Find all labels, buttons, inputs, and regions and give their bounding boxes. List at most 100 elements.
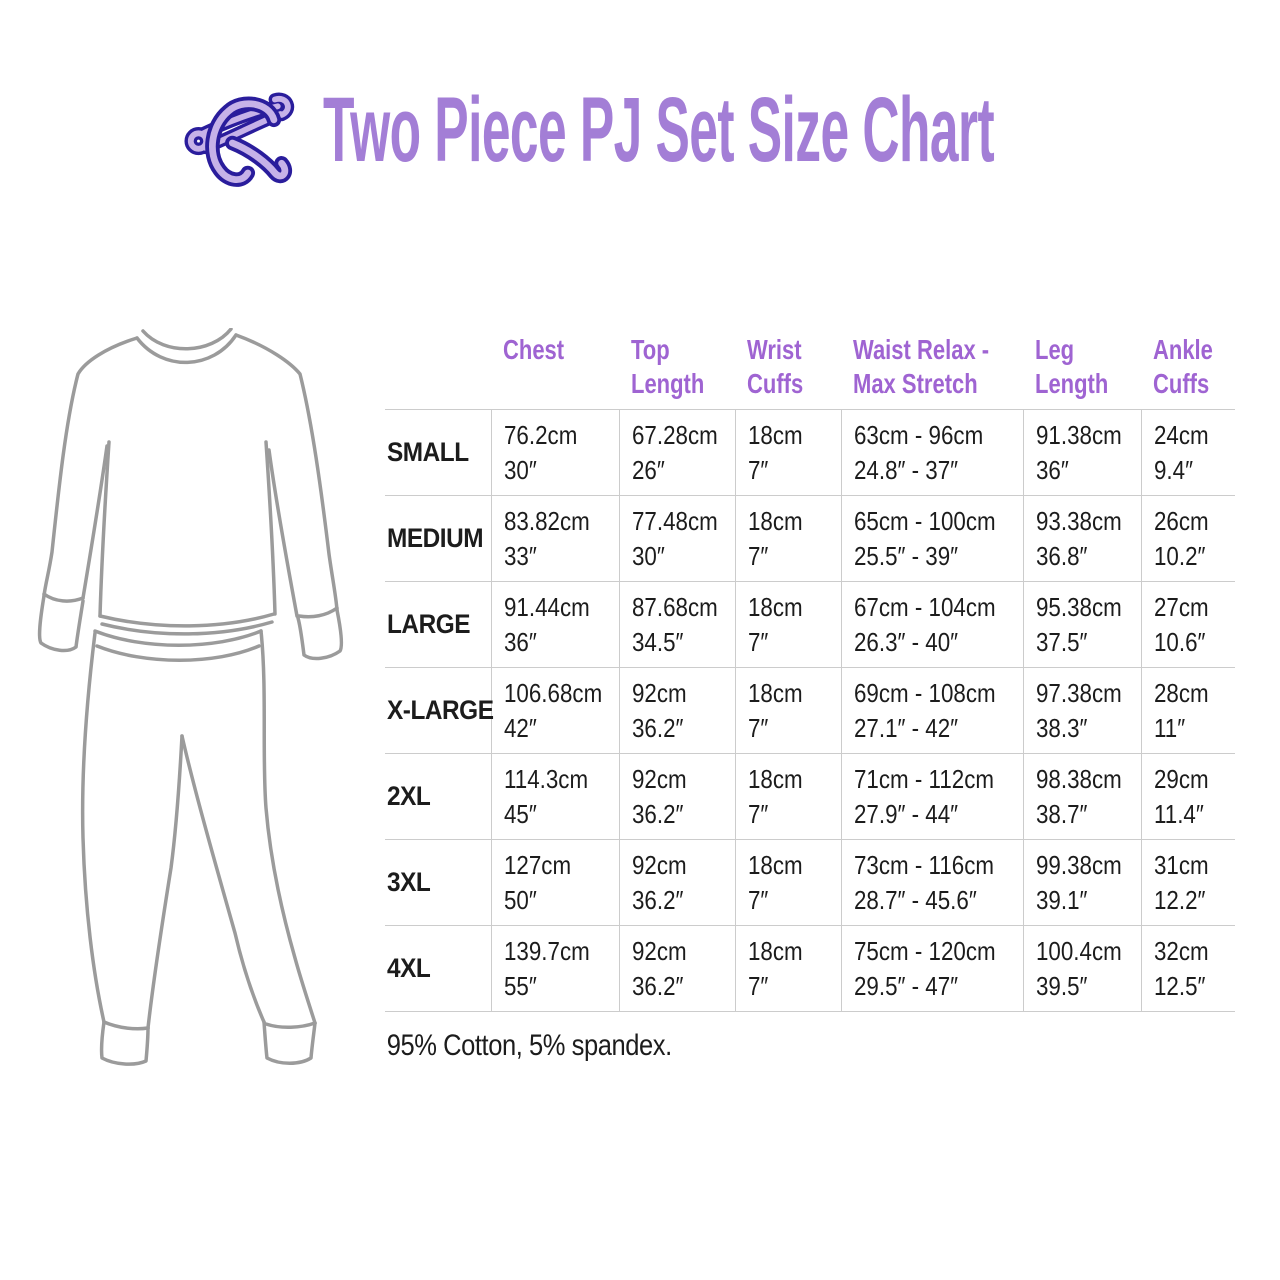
cm-value: 71cm - 112cm [853, 764, 994, 795]
fabric-content-note: 95% Cotton, 5% spandex. [386, 1029, 673, 1062]
size-label-text: X-LARGE [387, 695, 494, 725]
size-label-text: LARGE [387, 609, 471, 639]
measurement-cell: 114.3cm 45″ [490, 753, 619, 840]
measurement-cell: 29cm 11.4″ [1140, 753, 1235, 840]
in-value: 9.4″ [1153, 454, 1193, 485]
pajama-set-illustration [37, 328, 344, 1066]
brand-logo safety-pin-k-icon [184, 92, 295, 187]
column-header-waist: Waist Relax - Max Stretch [841, 333, 1023, 410]
in-value: 36.2″ [631, 798, 683, 829]
cm-value: 100.4cm [1035, 936, 1122, 967]
cm-value: 27cm [1153, 592, 1209, 623]
measurement-cell: 73cm - 116cm 28.7″ - 45.6″ [840, 839, 1023, 926]
table-row-3xl: 3XL 127cm 50″ 92cm 36.2″ 18cm 7″ 73cm - 116… [385, 839, 1235, 926]
cm-value: 114.3cm [503, 764, 588, 795]
measurement-cell: 106.68cm 42″ [490, 667, 619, 754]
letter-k-icon [205, 96, 293, 187]
cm-value: 26cm [1153, 506, 1209, 537]
column-header-wrist-cuffs: Wrist Cuffs [735, 333, 841, 410]
measurement-cell: 91.38cm 36″ [1022, 409, 1141, 496]
cm-value: 65cm - 100cm [853, 506, 996, 537]
measurement-cell: 127cm 50″ [490, 839, 619, 926]
in-value: 27.1″ - 42″ [853, 712, 958, 743]
column-header-ankle-cuffs: Ankle Cuffs [1141, 333, 1235, 410]
in-value: 38.3″ [1035, 712, 1087, 743]
measurement-cell: 87.68cm 34.5″ [618, 581, 735, 668]
in-value: 55″ [503, 970, 537, 1001]
cm-value: 28cm [1153, 678, 1209, 709]
in-value: 38.7″ [1035, 798, 1087, 829]
in-value: 37.5″ [1035, 626, 1087, 657]
in-value: 10.6″ [1153, 626, 1205, 657]
in-value: 33″ [503, 540, 537, 571]
cm-value: 92cm [631, 936, 687, 967]
size-column-header [385, 333, 491, 410]
in-value: 12.2″ [1153, 884, 1205, 915]
cm-value: 18cm [747, 678, 803, 709]
measurement-cell: 100.4cm 39.5″ [1022, 925, 1141, 1012]
size-label: 4XL [385, 925, 491, 1012]
in-value: 28.7″ - 45.6″ [853, 884, 977, 915]
in-value: 36″ [503, 626, 537, 657]
in-value: 27.9″ - 44″ [853, 798, 958, 829]
measurement-cell: 77.48cm 30″ [618, 495, 735, 582]
cm-value: 63cm - 96cm [853, 420, 983, 451]
cm-value: 18cm [747, 506, 803, 537]
measurement-cell: 18cm 7″ [734, 667, 841, 754]
measurement-cell: 92cm 36.2″ [618, 839, 735, 926]
page-title: Two Piece PJ Set Size Chart [323, 79, 995, 181]
cm-value: 106.68cm [503, 678, 602, 709]
size-label: X-LARGE [385, 667, 494, 754]
in-value: 42″ [503, 712, 537, 743]
cm-value: 18cm [747, 850, 803, 881]
in-value: 36.2″ [631, 970, 683, 1001]
measurement-cell: 69cm - 108cm 27.1″ - 42″ [840, 667, 1023, 754]
cm-value: 73cm - 116cm [853, 850, 994, 881]
measurement-cell: 71cm - 112cm 27.9″ - 44″ [840, 753, 1023, 840]
measurement-cell: 95.38cm 37.5″ [1022, 581, 1141, 668]
table-row-4xl: 4XL 139.7cm 55″ 92cm 36.2″ 18cm 7″ 75cm - 1… [385, 925, 1235, 1012]
in-value: 36.2″ [631, 884, 683, 915]
cm-value: 75cm - 120cm [853, 936, 996, 967]
in-value: 39.1″ [1035, 884, 1087, 915]
size-label-text: 2XL [387, 781, 431, 811]
table-row-x-large: X-LARGE 106.68cm 42″ 92cm 36.2″ 18cm 7″ 69c… [385, 667, 1235, 754]
in-value: 7″ [747, 884, 768, 915]
in-value: 30″ [631, 540, 665, 571]
size-label-text: SMALL [387, 437, 469, 467]
cm-value: 92cm [631, 678, 687, 709]
measurement-cell: 18cm 7″ [734, 495, 841, 582]
in-value: 36.8″ [1035, 540, 1087, 571]
measurement-cell: 26cm 10.2″ [1140, 495, 1235, 582]
cm-value: 18cm [747, 592, 803, 623]
cm-value: 18cm [747, 764, 803, 795]
size-label: MEDIUM [385, 495, 491, 582]
cm-value: 77.48cm [631, 506, 718, 537]
cm-value: 87.68cm [631, 592, 718, 623]
measurement-cell: 93.38cm 36.8″ [1022, 495, 1141, 582]
cm-value: 99.38cm [1035, 850, 1122, 881]
in-value: 7″ [747, 540, 768, 571]
size-label: 2XL [385, 753, 491, 840]
cm-value: 76.2cm [503, 420, 577, 451]
table-row-2xl: 2XL 114.3cm 45″ 92cm 36.2″ 18cm 7″ 71cm - 1… [385, 753, 1235, 840]
pajama-pants-drawing [80, 629, 317, 1066]
size-label: LARGE [385, 581, 491, 668]
in-value: 24.8″ - 37″ [853, 454, 958, 485]
in-value: 7″ [747, 970, 768, 1001]
column-header-label: Ankle Cuffs [1153, 334, 1213, 400]
in-value: 7″ [747, 798, 768, 829]
in-value: 39.5″ [1035, 970, 1087, 1001]
measurement-cell: 83.82cm 33″ [490, 495, 619, 582]
measurement-cell: 27cm 10.6″ [1140, 581, 1235, 668]
measurement-cell: 92cm 36.2″ [618, 753, 735, 840]
measurement-cell: 75cm - 120cm 29.5″ - 47″ [840, 925, 1023, 1012]
in-value: 7″ [747, 626, 768, 657]
measurement-cell: 63cm - 96cm 24.8″ - 37″ [840, 409, 1023, 496]
size-label-text: MEDIUM [387, 523, 484, 553]
column-header-label: Wrist Cuffs [747, 334, 804, 400]
cm-value: 95.38cm [1035, 592, 1122, 623]
cm-value: 97.38cm [1035, 678, 1122, 709]
size-label-text: 4XL [387, 953, 431, 983]
cm-value: 98.38cm [1035, 764, 1122, 795]
